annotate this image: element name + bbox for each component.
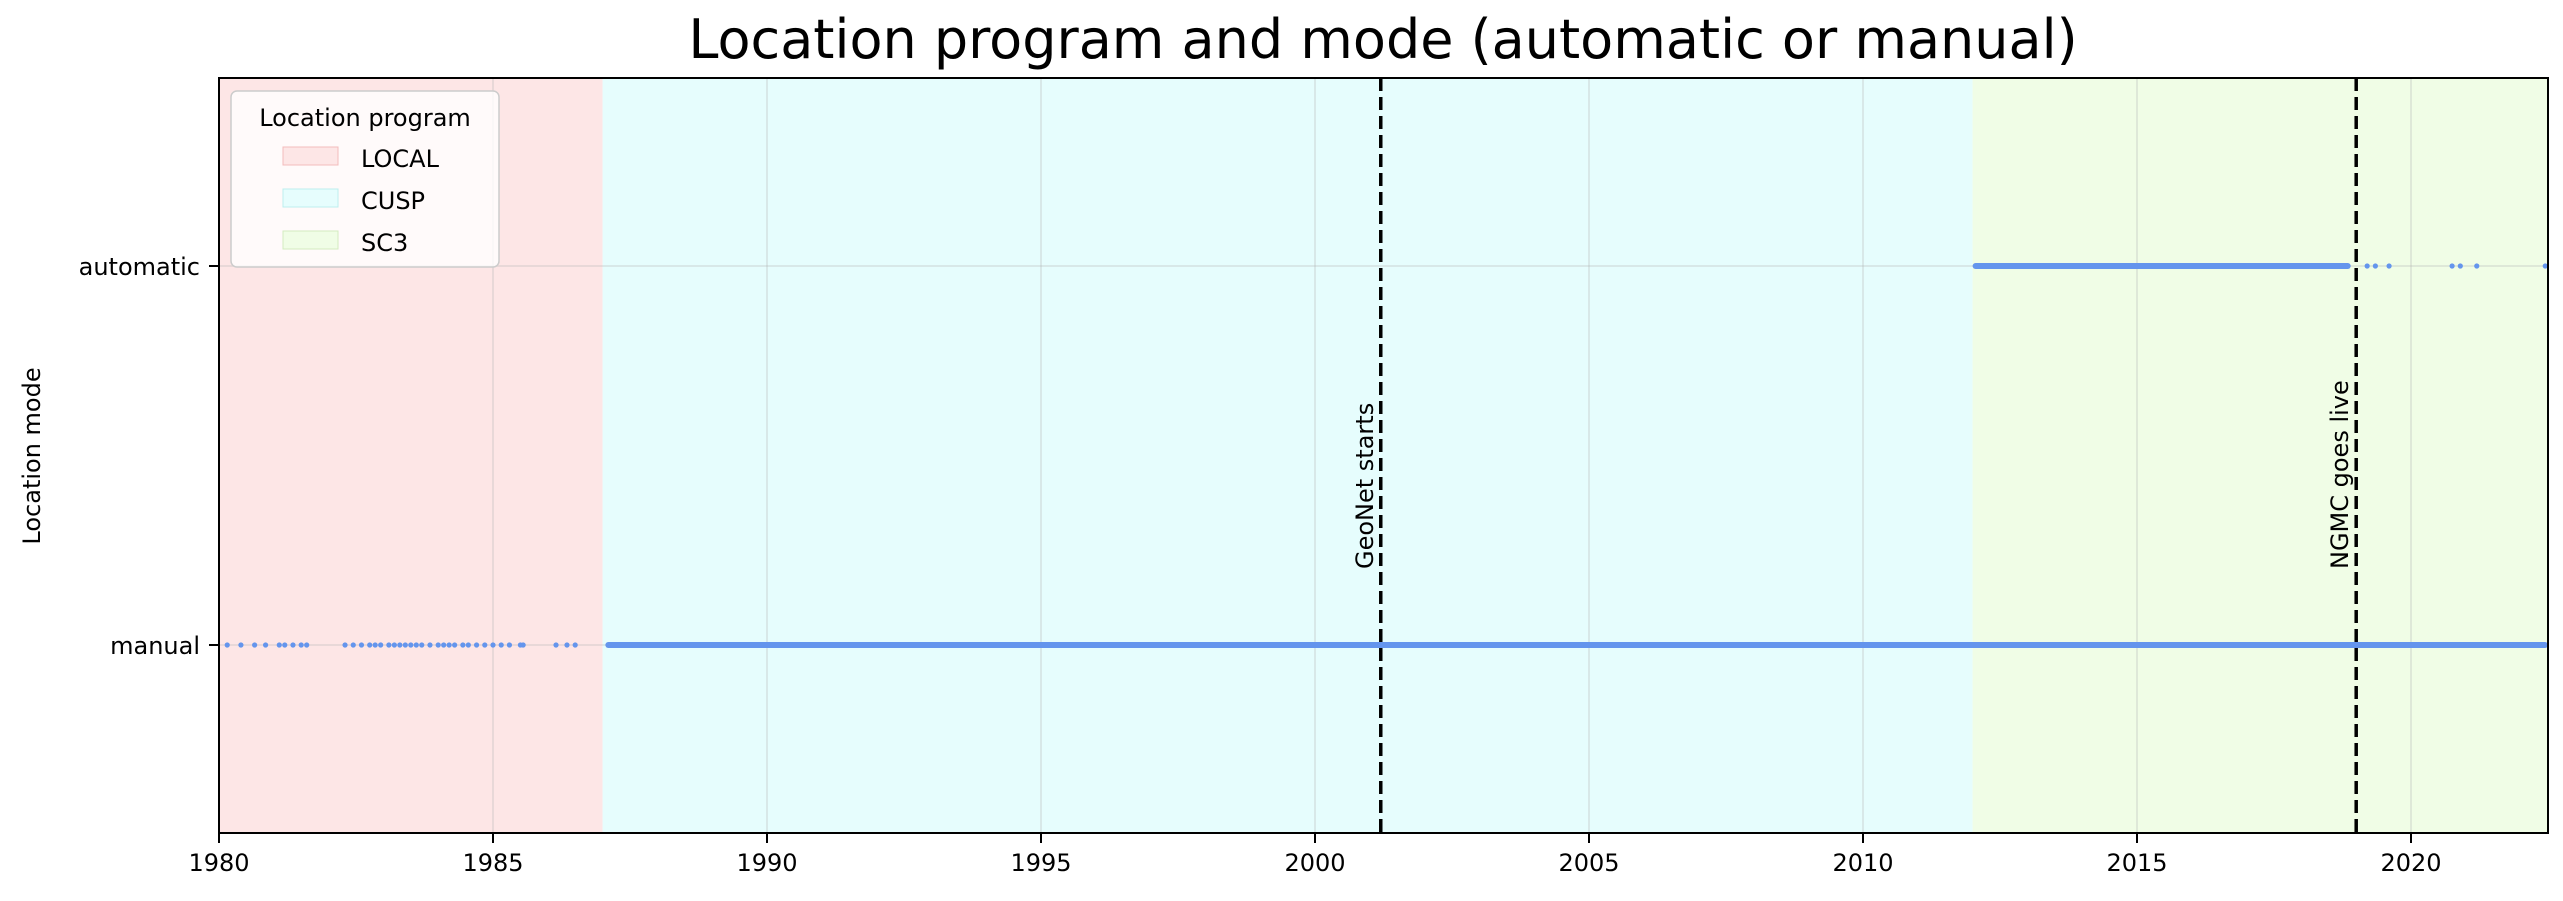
legend-title: Location program bbox=[259, 104, 471, 132]
x-tick-label: 1980 bbox=[188, 849, 249, 877]
legend-swatch-sc3 bbox=[282, 230, 339, 250]
legend-label-local: LOCAL bbox=[361, 145, 440, 173]
point-manual bbox=[446, 642, 452, 648]
point-manual bbox=[358, 642, 365, 648]
point-manual bbox=[304, 642, 310, 648]
legend: Location program LOCAL CUSP SC3 bbox=[230, 90, 500, 268]
point-automatic bbox=[2474, 263, 2480, 269]
point-manual bbox=[427, 642, 433, 648]
legend-label-cusp: CUSP bbox=[361, 187, 425, 215]
points-band-automatic bbox=[1972, 263, 2351, 269]
x-tick-label: 1995 bbox=[1010, 849, 1071, 877]
event-label-ngmc-goes-live: NGMC goes live bbox=[2326, 380, 2354, 569]
legend-swatch-cusp bbox=[282, 188, 339, 208]
point-manual bbox=[386, 642, 392, 648]
point-manual bbox=[262, 642, 269, 648]
program-span-cusp bbox=[602, 78, 1973, 833]
x-tick-label: 2000 bbox=[1284, 849, 1345, 877]
chart-title: Location program and mode (automatic or … bbox=[688, 8, 2077, 71]
point-manual bbox=[473, 642, 480, 648]
y-tick-label: manual bbox=[110, 632, 200, 660]
point-manual bbox=[498, 642, 504, 648]
point-manual bbox=[282, 642, 288, 648]
point-manual bbox=[441, 642, 447, 648]
point-manual bbox=[372, 642, 378, 648]
point-manual bbox=[238, 642, 244, 648]
points-band-manual bbox=[605, 642, 2548, 648]
point-automatic bbox=[2364, 263, 2370, 269]
point-manual bbox=[506, 642, 513, 648]
point-manual bbox=[298, 642, 304, 648]
x-axis-ticks: 1980 1985 1990 1995 2000 2005 2010 2015 2020 bbox=[188, 833, 2442, 877]
point-manual bbox=[391, 642, 397, 648]
legend-label-sc3: SC3 bbox=[361, 229, 408, 257]
point-manual bbox=[397, 642, 403, 648]
x-tick-label: 2020 bbox=[2380, 849, 2441, 877]
x-tick-label: 1990 bbox=[736, 849, 797, 877]
point-manual bbox=[572, 642, 578, 648]
data-points bbox=[224, 263, 2548, 648]
point-automatic bbox=[2542, 263, 2548, 269]
point-manual bbox=[520, 642, 526, 648]
point-manual bbox=[276, 642, 282, 648]
point-manual bbox=[452, 642, 458, 648]
point-manual bbox=[482, 642, 488, 648]
point-manual bbox=[460, 642, 466, 648]
y-axis-label: Location mode bbox=[18, 367, 46, 544]
point-manual bbox=[413, 642, 419, 648]
point-manual bbox=[367, 642, 373, 648]
point-manual bbox=[419, 642, 425, 648]
point-manual bbox=[408, 642, 414, 648]
point-automatic bbox=[2386, 263, 2392, 269]
y-tick-label: automatic bbox=[79, 253, 200, 281]
legend-box bbox=[230, 90, 500, 268]
point-manual bbox=[465, 642, 471, 648]
x-tick-label: 1985 bbox=[462, 849, 523, 877]
point-manual bbox=[290, 642, 296, 648]
program-span-sc3 bbox=[1972, 78, 2548, 833]
point-manual bbox=[553, 642, 559, 648]
program-spans bbox=[219, 78, 2548, 833]
point-manual bbox=[224, 642, 230, 648]
point-manual bbox=[342, 642, 348, 648]
point-manual bbox=[490, 642, 496, 648]
legend-swatch-local bbox=[282, 146, 339, 166]
point-automatic bbox=[2449, 263, 2455, 269]
event-label-geonet-starts: GeoNet starts bbox=[1351, 403, 1379, 569]
x-tick-label: 2010 bbox=[1832, 849, 1893, 877]
point-automatic bbox=[2372, 263, 2378, 269]
x-tick-label: 2015 bbox=[2106, 849, 2167, 877]
y-axis-ticks: automatic manual bbox=[79, 253, 219, 660]
point-manual bbox=[252, 642, 258, 648]
point-manual bbox=[435, 642, 441, 648]
point-manual bbox=[402, 642, 408, 648]
point-manual bbox=[350, 642, 356, 648]
plot-frame bbox=[218, 77, 2549, 834]
event-markers: GeoNet starts NGMC goes live bbox=[1351, 78, 2358, 833]
point-manual bbox=[564, 642, 570, 648]
x-tick-label: 2005 bbox=[1558, 849, 1619, 877]
point-automatic bbox=[2457, 263, 2463, 269]
point-manual bbox=[378, 642, 384, 648]
